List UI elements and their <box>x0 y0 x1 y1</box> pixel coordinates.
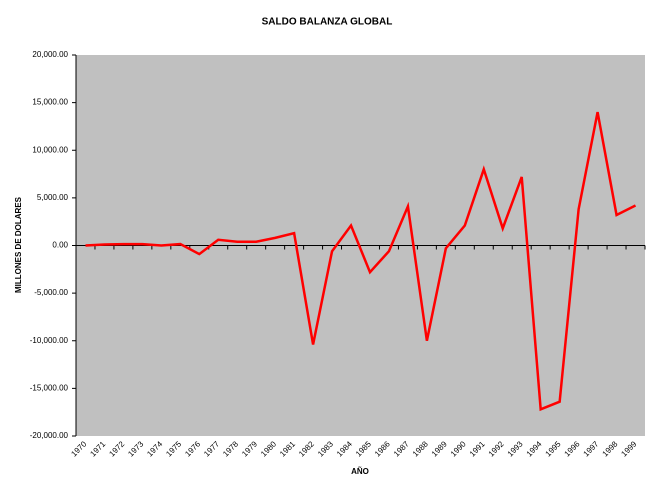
x-axis-title: AÑO <box>351 467 369 476</box>
x-tick-label: 1995 <box>544 439 563 458</box>
y-axis-title: MILLONES DE DOLARES <box>14 196 23 293</box>
x-tick-label: 1979 <box>240 439 259 458</box>
x-tick-label: 1998 <box>601 439 620 458</box>
y-tick-label: 5,000.00 <box>37 193 69 202</box>
x-tick-label: 1991 <box>468 439 487 458</box>
x-tick-label: 1975 <box>164 439 183 458</box>
x-tick-label: 1999 <box>619 439 638 458</box>
x-tick-label: 1980 <box>259 439 278 458</box>
x-tick-label: 1982 <box>297 439 316 458</box>
x-tick-label: 1972 <box>107 439 126 458</box>
data-line <box>85 111 637 412</box>
y-tick-label: -10,000.00 <box>30 336 69 345</box>
chart-title: SALDO BALANZA GLOBAL <box>262 17 393 28</box>
y-tick-label: -15,000.00 <box>30 383 69 392</box>
x-tick-label: 1971 <box>88 439 107 458</box>
x-tick-label: 1977 <box>202 439 221 458</box>
x-tick-label: 1988 <box>411 439 430 458</box>
y-tick-label: 0.00 <box>52 241 68 250</box>
x-tick-label: 1992 <box>487 439 506 458</box>
y-tick-label: 15,000.00 <box>32 98 68 107</box>
y-tick-label: -5,000.00 <box>34 288 68 297</box>
y-tick-label: -20,000.00 <box>30 431 69 440</box>
x-tick-label: 1985 <box>354 439 373 458</box>
x-tick-label: 1997 <box>582 439 601 458</box>
x-tick-label: 1983 <box>316 439 335 458</box>
x-tick-label: 1990 <box>449 439 468 458</box>
x-tick-label: 1993 <box>506 439 525 458</box>
x-tick-label: 1996 <box>563 439 582 458</box>
x-tick-label: 1974 <box>145 439 164 458</box>
y-tick-label: 20,000.00 <box>32 50 68 59</box>
x-tick-label: 1976 <box>183 439 202 458</box>
x-tick-label: 1970 <box>69 439 88 458</box>
x-tick-label: 1984 <box>335 439 354 458</box>
x-tick-label: 1973 <box>126 439 145 458</box>
y-tick-label: 10,000.00 <box>32 145 68 154</box>
x-tick-label: 1978 <box>221 439 240 458</box>
x-tick-label: 1987 <box>392 439 411 458</box>
x-tick-label: 1986 <box>373 439 392 458</box>
x-tick-label: 1981 <box>278 439 297 458</box>
x-tick-label: 1994 <box>525 439 544 458</box>
x-tick-label: 1989 <box>430 439 449 458</box>
